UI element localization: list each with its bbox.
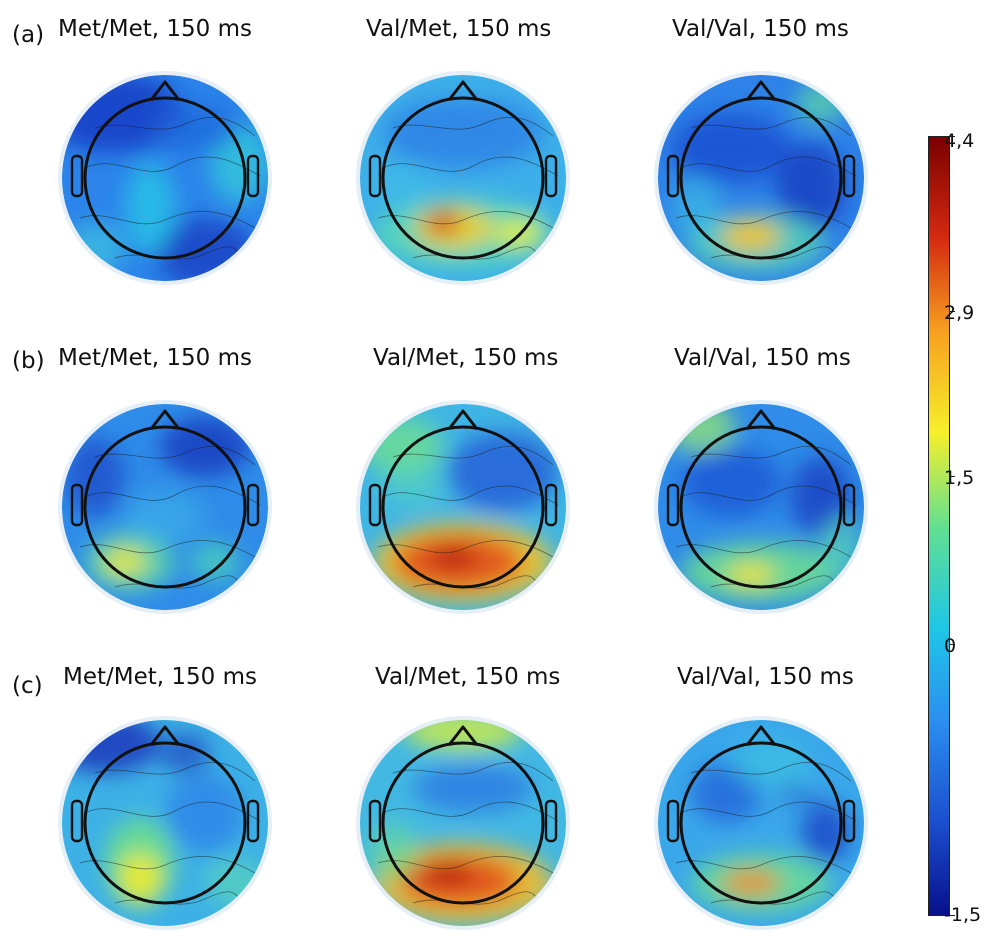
panel-title-c1: Met/Met, 150 ms — [63, 664, 257, 690]
panel-title-a2: Val/Met, 150 ms — [366, 16, 552, 42]
panel-title-c3: Val/Val, 150 ms — [677, 664, 854, 690]
topomap-met-c — [58, 716, 272, 930]
topomap-valmet-b — [356, 400, 570, 614]
colorbar-gradient — [928, 136, 950, 916]
panel-title-b1: Met/Met, 150 ms — [58, 345, 252, 371]
colorbar-tick-minus-1-5: -1,5 — [944, 904, 982, 926]
topomap-valmet-a — [356, 71, 570, 285]
colorbar-tick-2-9: 2,9 — [944, 302, 975, 324]
row-label-c: (c) — [12, 673, 43, 699]
panel-title-a3: Val/Val, 150 ms — [672, 16, 849, 42]
panel-title-a1: Met/Met, 150 ms — [58, 16, 252, 42]
panel-title-b3: Val/Val, 150 ms — [674, 345, 851, 371]
colorbar-tick-1-5: 1,5 — [944, 467, 975, 489]
topomap-met-a — [58, 71, 272, 285]
colorbar-tick-4-4: 4,4 — [944, 130, 975, 152]
panel-title-b2: Val/Met, 150 ms — [373, 345, 559, 371]
panel-title-c2: Val/Met, 150 ms — [375, 664, 561, 690]
colorbar: 4,4 2,9 1,5 0 -1,5 — [928, 130, 998, 926]
topomap-valval-c — [654, 716, 868, 930]
topomap-valval-a — [654, 71, 868, 285]
row-label-b: (b) — [12, 348, 45, 374]
topomap-valmet-c — [356, 716, 570, 930]
topomap-valval-b — [654, 400, 868, 614]
topomap-met-b — [58, 400, 272, 614]
colorbar-tick-0: 0 — [944, 635, 957, 657]
row-label-a: (a) — [12, 22, 45, 48]
